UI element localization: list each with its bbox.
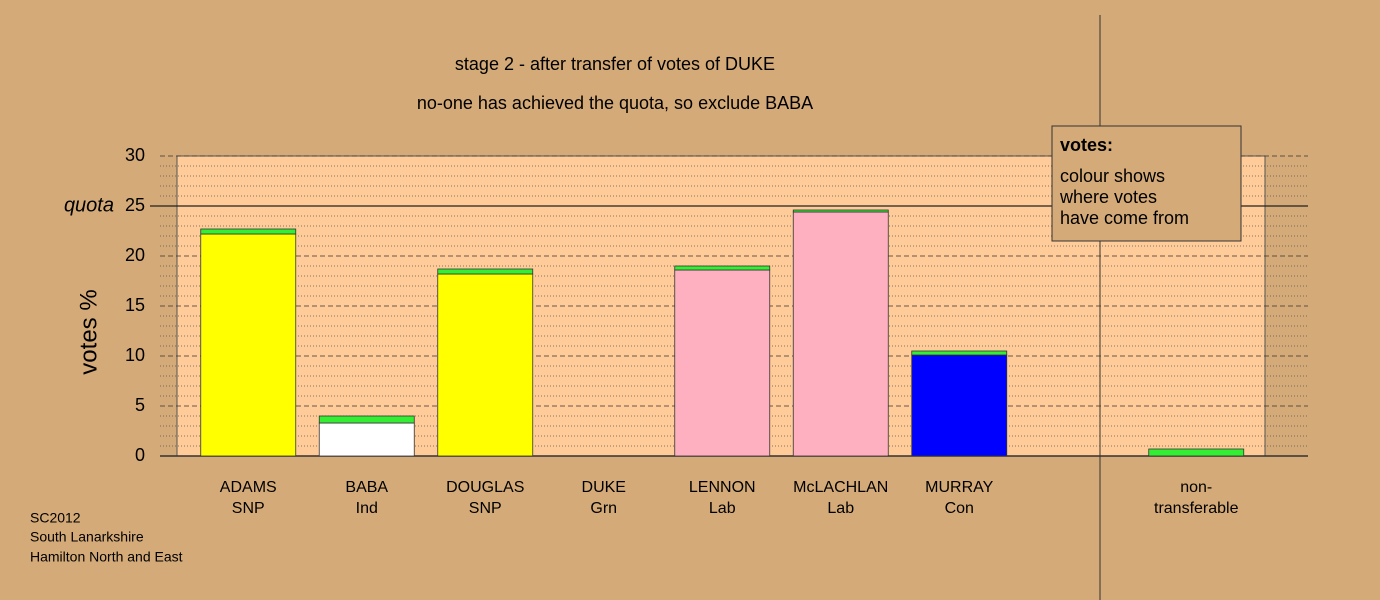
y-tick-label: 10 xyxy=(125,345,145,365)
x-tick-sublabel: SNP xyxy=(232,500,265,517)
x-tick-sublabel: transferable xyxy=(1154,500,1239,517)
bar-segment xyxy=(674,265,771,271)
x-tick-label: LENNON xyxy=(689,479,756,496)
bar-segment xyxy=(674,269,771,457)
note-line: colour shows xyxy=(1060,166,1165,186)
footer-text: SC2012 xyxy=(30,510,81,526)
y-tick-label: 25 xyxy=(125,195,145,215)
y-tick-label: 5 xyxy=(135,395,145,415)
x-tick-label: McLACHLAN xyxy=(793,479,888,496)
x-tick-label: MURRAY xyxy=(925,479,993,496)
x-tick-sublabel: Lab xyxy=(827,500,854,517)
bar-segment xyxy=(318,415,415,424)
y-tick-label: 30 xyxy=(125,145,145,165)
x-tick-label: ADAMS xyxy=(220,479,277,496)
bar-segment xyxy=(200,228,297,235)
bar-segment xyxy=(911,350,1008,356)
chart-subtitle: no-one has achieved the quota, so exclud… xyxy=(417,93,813,113)
x-tick-label: DOUGLAS xyxy=(446,479,524,496)
x-tick-sublabel: Ind xyxy=(356,500,378,517)
bar-segment xyxy=(437,273,534,457)
quota-label: quota xyxy=(64,194,114,216)
bar-segment xyxy=(318,422,415,457)
note-box xyxy=(1051,125,1242,242)
bar-segment xyxy=(200,233,297,457)
bar-segment xyxy=(792,209,889,213)
y-tick-label: 20 xyxy=(125,245,145,265)
y-axis-label: votes % xyxy=(75,289,102,374)
bar-segment xyxy=(437,268,534,275)
x-tick-label: BABA xyxy=(345,479,388,496)
y-tick-label: 15 xyxy=(125,295,145,315)
x-tick-sublabel: Con xyxy=(945,500,974,517)
footer-text: Hamilton North and East xyxy=(30,549,183,565)
bar-segment xyxy=(1148,448,1245,457)
x-tick-label: non- xyxy=(1180,479,1212,496)
x-tick-sublabel: SNP xyxy=(469,500,502,517)
note-title: votes: xyxy=(1060,135,1113,155)
bar-segment xyxy=(792,211,889,457)
x-tick-label: DUKE xyxy=(582,479,626,496)
x-tick-sublabel: Grn xyxy=(590,500,617,517)
footer-text: South Lanarkshire xyxy=(30,529,144,545)
y-tick-label: 0 xyxy=(135,445,145,465)
note-line: where votes xyxy=(1059,187,1157,207)
chart-title: stage 2 - after transfer of votes of DUK… xyxy=(455,54,775,74)
note-line: have come from xyxy=(1060,208,1189,228)
x-tick-sublabel: Lab xyxy=(709,500,736,517)
bar-segment xyxy=(911,354,1008,457)
